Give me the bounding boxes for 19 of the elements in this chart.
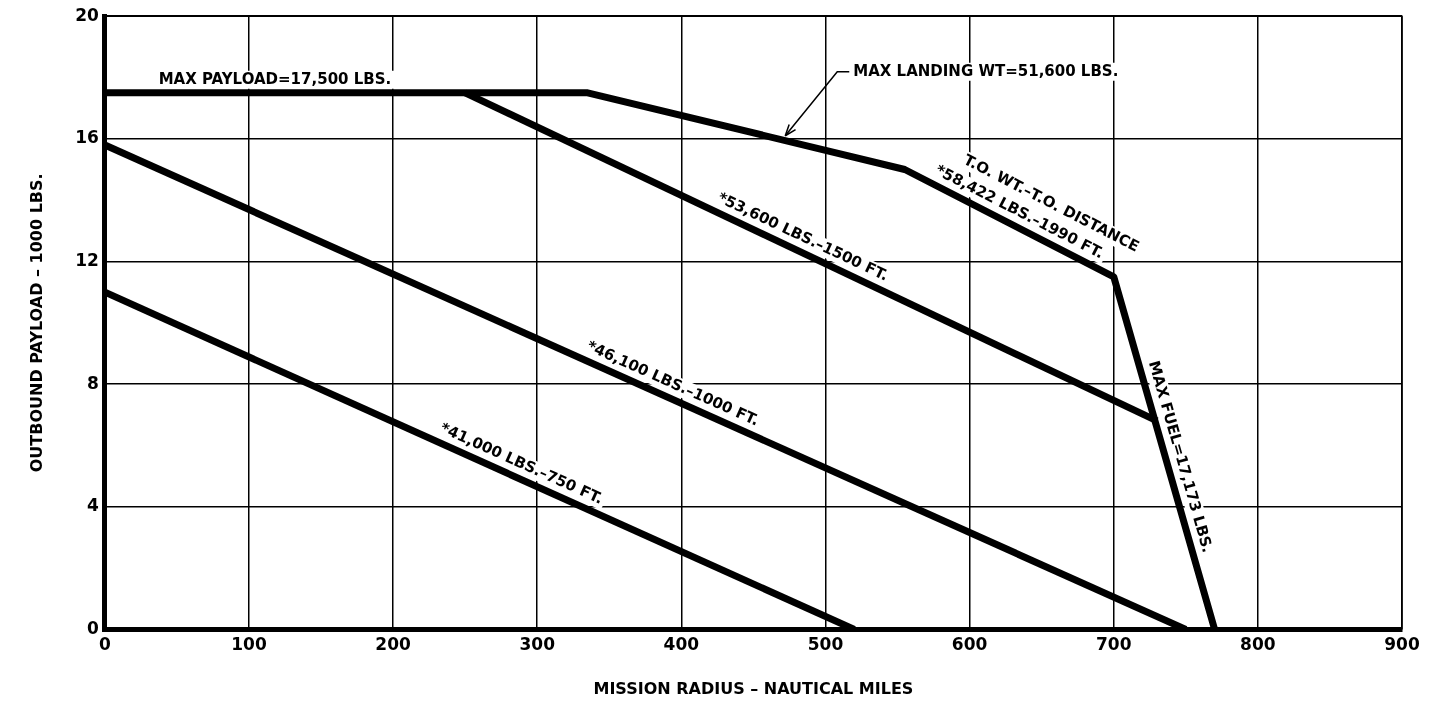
x-axis-title: MISSION RADIUS – NAUTICAL MILES (593, 678, 914, 698)
y-tick-label: 8 (87, 372, 99, 393)
x-tick-label: 200 (375, 634, 412, 655)
annotation: MAX LANDING WT=51,600 LBS. (853, 61, 1119, 80)
x-tick-label: 100 (231, 634, 267, 655)
y-tick-label: 20 (75, 4, 100, 25)
x-tick-label: 500 (807, 634, 844, 655)
y-tick-label: 0 (87, 617, 100, 638)
x-tick-label: 900 (1384, 634, 1420, 655)
x-tick-label: 300 (519, 634, 556, 655)
annotation: MAX PAYLOAD=17,500 LBS. (158, 69, 392, 88)
x-tick-label: 600 (951, 634, 988, 655)
y-tick-label: 12 (75, 249, 99, 270)
y-tick-label: 4 (87, 495, 100, 516)
y-tick-label: 16 (75, 127, 99, 148)
y-axis-title: OUTBOUND PAYLOAD – 1000 LBS. (26, 173, 46, 473)
x-tick-label: 700 (1096, 634, 1132, 655)
x-tick-label: 800 (1240, 634, 1276, 655)
x-tick-label: 400 (663, 634, 700, 655)
